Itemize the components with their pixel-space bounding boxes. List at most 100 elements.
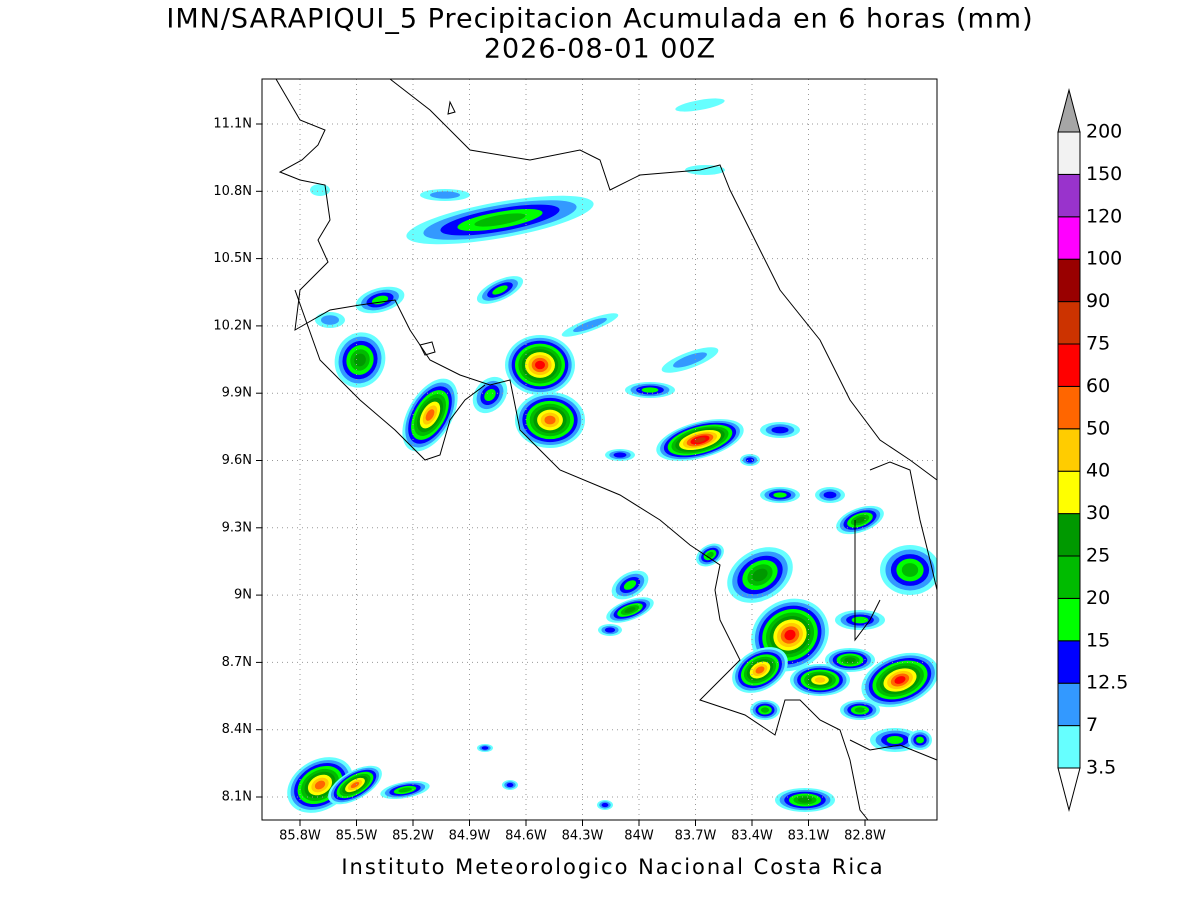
subtitle: 2026-08-01 00Z — [484, 34, 716, 65]
precip-cell — [544, 415, 556, 425]
precip-cell — [506, 782, 514, 788]
lon-tick-label: 85.8W — [279, 829, 321, 844]
precip-cell — [321, 315, 339, 325]
colorbar-box — [1057, 385, 1081, 430]
precip-cell — [474, 213, 526, 227]
coastline — [849, 461, 938, 761]
lat-tick-label: 10.8N — [213, 184, 252, 199]
lon-tick-label: 84W — [624, 829, 654, 844]
lat-tick-label: 10.2N — [213, 318, 252, 333]
lat-tick-label: 8.1N — [222, 790, 252, 805]
precip-cell — [745, 457, 755, 463]
lon-tick-label: 85.5W — [336, 829, 378, 844]
colorbar-box — [1057, 555, 1081, 599]
precip-cell — [814, 677, 826, 683]
precip-cell — [354, 353, 366, 367]
coastline — [419, 100, 456, 356]
precip-cell — [535, 360, 545, 370]
coastline — [389, 78, 938, 481]
footer: Instituto Meteorologico Nacional Costa R… — [341, 855, 884, 879]
colorbar-label: 90 — [1086, 290, 1110, 312]
colorbar-box — [1057, 343, 1081, 387]
lat-tick-label: 8.4N — [222, 722, 252, 737]
coastline — [294, 289, 486, 461]
precip-cell — [854, 516, 866, 524]
precip-cell — [481, 746, 489, 750]
colorbar-label: 25 — [1086, 545, 1110, 567]
precip-cell — [425, 409, 435, 421]
precip-cell — [798, 797, 812, 803]
precip-cell — [894, 676, 906, 684]
colorbar-box — [1057, 640, 1081, 684]
colorbar-box — [1057, 725, 1081, 769]
precip-cell — [771, 426, 789, 434]
precip-cell — [760, 707, 770, 713]
precip-cell — [430, 191, 460, 199]
lat-tick-label: 10.5N — [213, 251, 252, 266]
title: IMN/SARAPIQUI_5 Precipitacion Acumulada … — [166, 4, 1033, 35]
colorbar-label: 200 — [1086, 121, 1122, 143]
lat-tick-label: 9.3N — [222, 520, 252, 535]
precip-cell — [823, 491, 837, 499]
precip-cell — [310, 184, 330, 196]
precip-cell — [752, 568, 768, 582]
precip-cell — [350, 781, 360, 789]
precip-cell — [694, 437, 706, 443]
precip-cell — [886, 736, 904, 744]
colorbar-box — [1057, 301, 1081, 345]
precip-cell — [673, 352, 707, 368]
lon-tick-label: 85.2W — [392, 829, 434, 844]
precip-cell — [685, 165, 725, 175]
colorbar: 3.5 7 12.5 15 20 25 30 40 50 60 75 90 100 120 150 200 — [1057, 88, 1128, 812]
map-frame — [261, 78, 938, 821]
colorbar-box — [1057, 682, 1081, 727]
lon-tick-label: 83.1W — [788, 829, 830, 844]
colorbar-label: 60 — [1086, 375, 1110, 397]
colorbar-label: 20 — [1086, 587, 1110, 609]
colorbar-label: 100 — [1086, 248, 1122, 270]
colorbar-box — [1057, 513, 1081, 557]
colorbar-box — [1057, 597, 1081, 642]
colorbar-label: 150 — [1086, 163, 1122, 185]
lat-tick-label: 9.6N — [222, 453, 252, 468]
precip-cell — [773, 492, 787, 498]
colorbar-label: 40 — [1086, 460, 1110, 482]
precip-cell — [624, 607, 636, 613]
lat-tick-label: 11.1N — [213, 117, 252, 132]
precip-cell — [492, 285, 508, 295]
precip-cell — [484, 388, 496, 402]
colorbar-label: 50 — [1086, 417, 1110, 439]
precip-cell — [755, 666, 765, 674]
precip-cell — [844, 657, 856, 663]
precip-cell — [613, 452, 627, 458]
lon-tick-label: 82.8W — [844, 829, 886, 844]
precip-cell — [604, 627, 616, 633]
precip-cell — [398, 787, 412, 793]
precip-cell — [675, 98, 725, 112]
colorbar-label: 7 — [1086, 714, 1098, 736]
precip-cell — [641, 387, 659, 393]
precip-cell — [573, 317, 607, 333]
lon-tick-label: 83.7W — [675, 829, 717, 844]
coastline — [275, 78, 869, 821]
precip-cell — [371, 295, 389, 305]
colorbar-label: 30 — [1086, 502, 1110, 524]
precip-cell — [854, 707, 866, 713]
lon-tick-label: 84.9W — [449, 829, 491, 844]
precip-cell — [623, 580, 637, 590]
grid: 85.8W 85.5W 85.2W 84.9W 84.6W 84.3W 84W 83.7W 83… — [213, 79, 937, 844]
colorbar-label: 75 — [1086, 333, 1110, 355]
lat-tick-label: 8.7N — [222, 655, 252, 670]
lon-tick-label: 84.6W — [505, 829, 547, 844]
colorbar-box — [1057, 428, 1081, 472]
colorbar-box — [1057, 216, 1081, 260]
colorbar-label: 3.5 — [1086, 757, 1116, 779]
colorbar-label: 12.5 — [1086, 672, 1128, 694]
precip-cell — [851, 616, 869, 624]
lat-tick-label: 9.9N — [222, 386, 252, 401]
colorbar-triangle — [1057, 767, 1081, 812]
precip-cell — [916, 736, 924, 744]
colorbar-box — [1057, 131, 1081, 175]
